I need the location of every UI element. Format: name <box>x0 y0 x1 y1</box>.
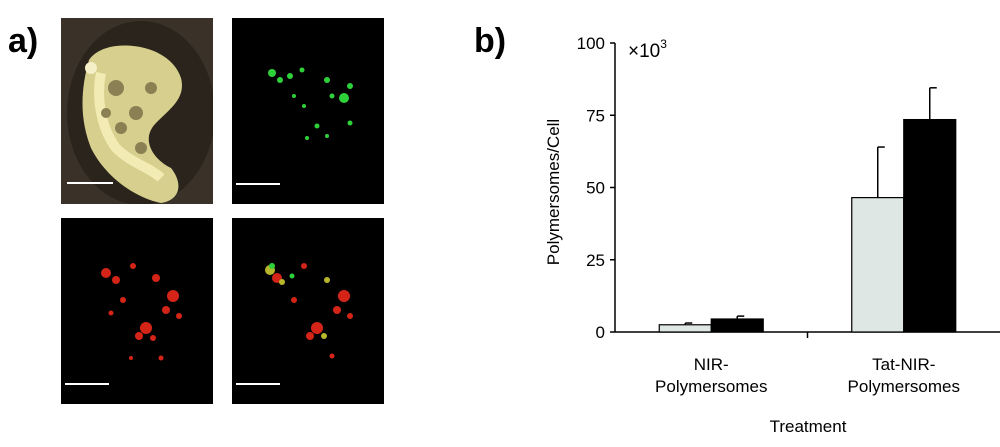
bar <box>658 324 712 333</box>
bar <box>851 197 905 333</box>
micrograph-merged <box>232 218 384 404</box>
bar <box>710 318 764 333</box>
panel-b-label: b) <box>474 22 507 60</box>
y-tick-label: 50 <box>586 179 605 198</box>
y-tick-label: 25 <box>586 251 605 270</box>
panel-a-label: a) <box>8 22 39 60</box>
micrograph-red-channel <box>61 218 213 404</box>
x-tick-label: Polymersomes <box>655 377 767 396</box>
y-multiplier-exponent: 3 <box>660 37 667 51</box>
polymersome-uptake-chart: 0 25 50 75 100 NIR- Polymersomes Tat-NIR- Polyme… <box>544 34 1000 436</box>
y-tick-label: 100 <box>577 34 605 53</box>
y-tick-label: 75 <box>586 106 605 125</box>
micrograph-brightfield-cell <box>61 18 213 204</box>
x-tick-label: Polymersomes <box>848 377 960 396</box>
bar <box>903 118 957 333</box>
micrograph-green-channel <box>232 18 384 204</box>
y-tick-label: 0 <box>596 323 605 342</box>
y-axis-label: Polymersomes/Cell <box>544 119 563 265</box>
chart-bars <box>658 118 957 333</box>
x-axis-label: Treatment <box>770 417 847 436</box>
x-tick-label: NIR- <box>694 355 729 374</box>
chart-labels: Polymersomes/Cell Treatment ×103 <box>544 37 847 436</box>
chart-error-bars <box>684 87 937 325</box>
x-tick-label: Tat-NIR- <box>872 355 935 374</box>
y-multiplier-label: ×103 <box>628 37 667 62</box>
